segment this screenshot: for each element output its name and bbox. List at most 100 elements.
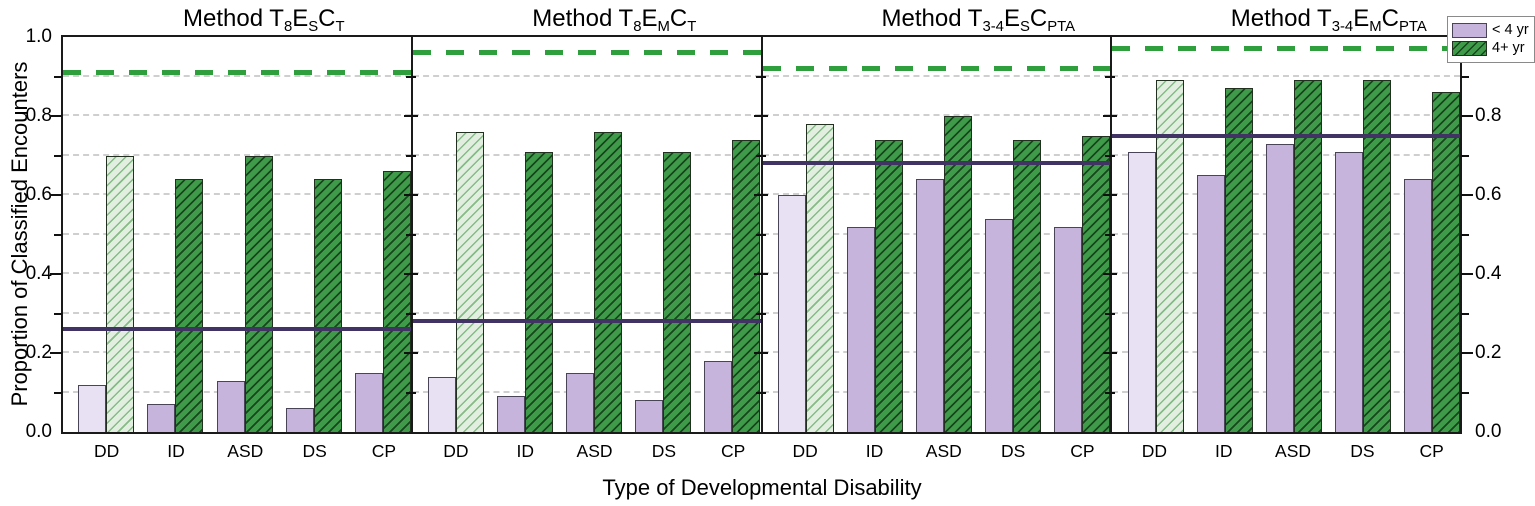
ref-line-4plus bbox=[762, 65, 1111, 71]
ref-line-under4 bbox=[1112, 133, 1460, 138]
y-tick bbox=[1461, 115, 1473, 117]
x-tick-label-DD: DD bbox=[94, 441, 120, 461]
bar-4plus-ID bbox=[175, 179, 204, 432]
bar-under4-DD bbox=[428, 376, 457, 432]
bar-group-ID bbox=[846, 37, 903, 432]
bar-group-DS bbox=[635, 37, 692, 432]
panel-title-2: Method T8EMCT bbox=[532, 5, 697, 35]
panel-title-4: Method T3-4EMCPTA bbox=[1230, 5, 1427, 35]
gridline bbox=[63, 272, 411, 274]
y-tick bbox=[50, 352, 62, 354]
gridline bbox=[762, 74, 1111, 77]
bar-group-ID bbox=[1196, 37, 1253, 432]
y-tick bbox=[405, 312, 416, 315]
bar-4plus-ASD bbox=[594, 131, 623, 432]
x-tick-label-ASD: ASD bbox=[576, 441, 613, 461]
bar-under4-CP bbox=[1054, 226, 1083, 432]
y-tick bbox=[1461, 273, 1473, 275]
bar-under4-DS bbox=[1334, 151, 1363, 432]
gridline bbox=[63, 153, 411, 156]
y-tick bbox=[403, 194, 418, 196]
y-tick bbox=[405, 75, 416, 78]
gridline bbox=[63, 193, 411, 195]
bar-group-CP bbox=[354, 37, 411, 432]
bar-under4-CP bbox=[354, 372, 383, 432]
ref-line-under4 bbox=[412, 319, 761, 324]
bar-4plus-DS bbox=[663, 151, 692, 432]
gridline bbox=[412, 351, 761, 353]
plot-area bbox=[61, 35, 1462, 434]
gridline bbox=[412, 272, 761, 274]
y-axis-label-right: 0.0 bbox=[1475, 421, 1502, 442]
bar-4plus-CP bbox=[732, 139, 761, 432]
bar-4plus-DD bbox=[805, 123, 834, 432]
y-tick bbox=[1461, 75, 1469, 78]
x-tick-label-ASD: ASD bbox=[925, 441, 962, 461]
bar-group-ASD bbox=[1265, 37, 1322, 432]
y-tick bbox=[1461, 154, 1469, 157]
x-tick-label-CP: CP bbox=[1419, 441, 1444, 461]
bar-group-ID bbox=[147, 37, 204, 432]
bar-under4-ASD bbox=[216, 380, 245, 432]
bar-under4-ID bbox=[497, 396, 526, 432]
legend: < 4 yr 4+ yr bbox=[1447, 16, 1535, 63]
bar-under4-DD bbox=[777, 195, 806, 432]
x-tick-label-DD: DD bbox=[443, 441, 469, 461]
bar-under4-DS bbox=[285, 408, 314, 432]
y-tick bbox=[1105, 75, 1116, 78]
y-tick bbox=[1461, 352, 1473, 354]
y-tick bbox=[1461, 312, 1469, 315]
gridline bbox=[412, 232, 761, 235]
x-tick-label-DD: DD bbox=[1141, 441, 1168, 461]
y-axis-label-left: 0.0 bbox=[25, 421, 52, 442]
y-tick bbox=[1461, 233, 1469, 236]
panel-title-1: Method T8ESCT bbox=[183, 5, 345, 35]
x-tick-label-ID: ID bbox=[1214, 441, 1233, 461]
x-tick-label-ID: ID bbox=[516, 441, 534, 461]
bar-under4-DD bbox=[1127, 151, 1156, 432]
y-axis-label-right: 0.6 bbox=[1475, 184, 1502, 205]
y-tick bbox=[54, 75, 62, 78]
bar-under4-DS bbox=[985, 218, 1014, 432]
y-tick bbox=[755, 233, 766, 236]
legend-swatch-4plus-icon bbox=[1452, 40, 1487, 56]
y-tick bbox=[1461, 391, 1469, 394]
gridline bbox=[762, 153, 1111, 156]
y-tick bbox=[54, 312, 62, 315]
legend-label-4plus: 4+ yr bbox=[1492, 40, 1525, 56]
bar-under4-CP bbox=[1403, 179, 1432, 432]
legend-label-under4: < 4 yr bbox=[1492, 22, 1529, 38]
bar-4plus-DD bbox=[456, 131, 485, 432]
x-tick-label-DS: DS bbox=[1000, 441, 1026, 461]
x-tick-label-DD: DD bbox=[792, 441, 818, 461]
bar-under4-DS bbox=[635, 400, 664, 432]
y-axis-label-left: 0.2 bbox=[25, 342, 52, 363]
y-tick bbox=[753, 194, 768, 196]
y-tick bbox=[50, 273, 62, 275]
gridline bbox=[63, 311, 411, 314]
x-tick-label-CP: CP bbox=[1070, 441, 1095, 461]
y-axis-label-left: 0.8 bbox=[25, 105, 52, 126]
gridline bbox=[63, 74, 411, 77]
y-tick bbox=[1103, 273, 1118, 275]
ref-line-under4 bbox=[63, 327, 411, 332]
bar-4plus-DS bbox=[313, 179, 342, 432]
panel-3 bbox=[753, 37, 1111, 432]
y-axis-label-left: 0.4 bbox=[25, 263, 52, 284]
gridline bbox=[412, 74, 761, 77]
y-tick bbox=[755, 312, 766, 315]
y-tick bbox=[405, 391, 416, 394]
y-tick bbox=[54, 391, 62, 394]
bar-under4-ASD bbox=[1265, 143, 1294, 432]
bar-under4-ID bbox=[846, 226, 875, 432]
y-tick bbox=[403, 352, 418, 354]
x-tick-label-DS: DS bbox=[1350, 441, 1375, 461]
y-tick bbox=[403, 273, 418, 275]
bar-group-DD bbox=[78, 37, 135, 432]
y-tick bbox=[1461, 194, 1473, 196]
bar-under4-ASD bbox=[916, 179, 945, 432]
y-tick bbox=[1105, 312, 1116, 315]
gridline bbox=[63, 232, 411, 235]
bar-under4-DD bbox=[78, 384, 107, 432]
y-tick bbox=[50, 194, 62, 196]
